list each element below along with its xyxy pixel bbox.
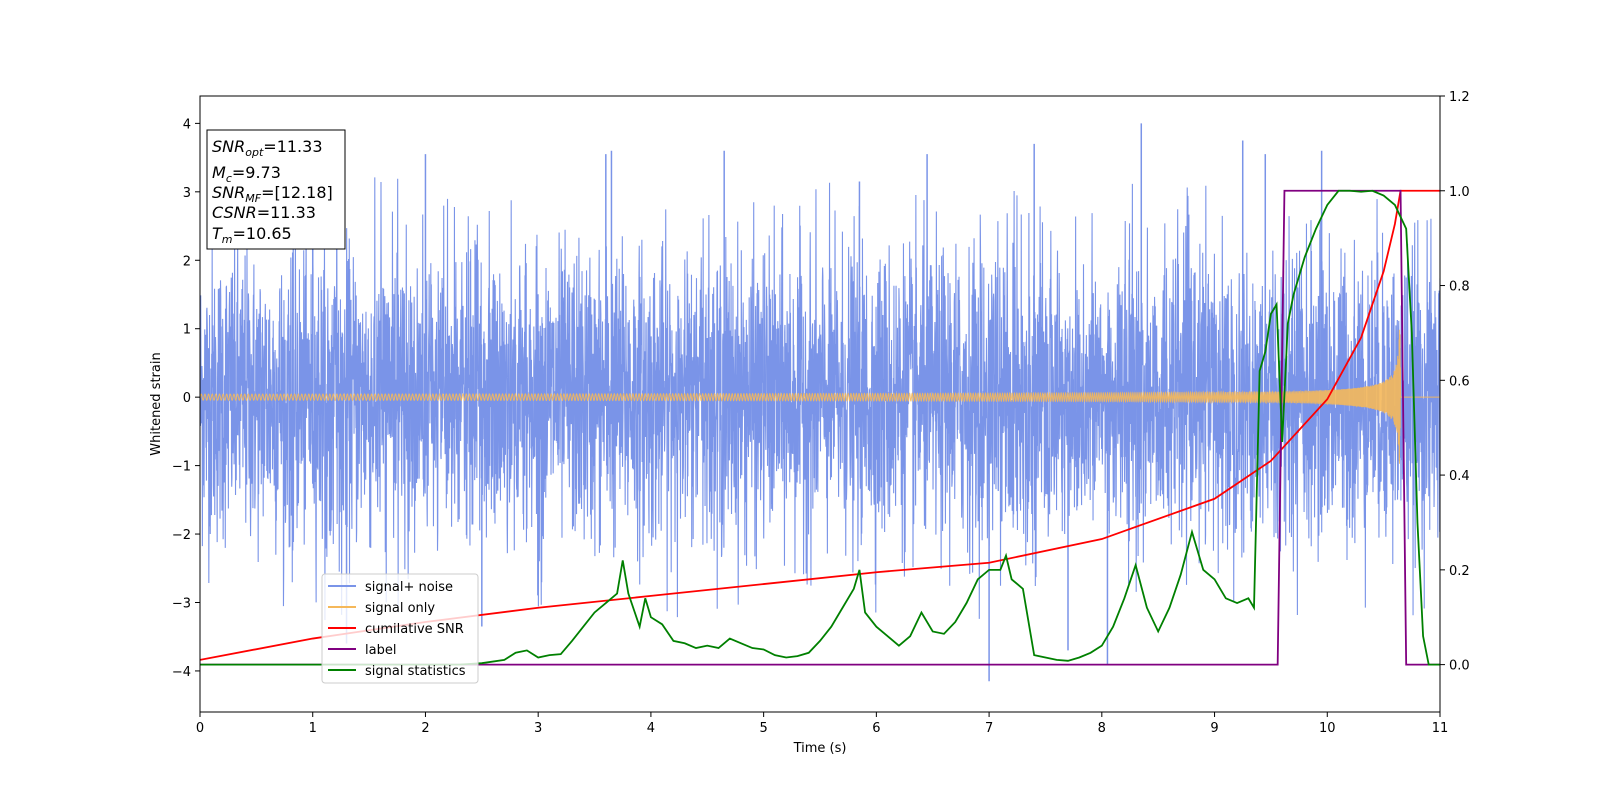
series-layer [200, 123, 1440, 682]
x-tick-label: 0 [196, 721, 204, 736]
legend-label: signal statistics [365, 664, 466, 679]
series-signal-only-line [200, 329, 1440, 464]
stat-symbol: CSNR [212, 203, 257, 222]
plot-border [199, 95, 1441, 713]
y-tick-label: 3 [183, 186, 191, 201]
legend-label: signal only [365, 601, 435, 616]
legend-label: signal+ noise [365, 580, 453, 595]
y2-tick-label: 0.6 [1449, 374, 1470, 389]
y-axis-title: Whitened strain [149, 352, 164, 455]
y-tick-label: 0 [183, 391, 191, 406]
y-axis-left: −4 −3 −2 −1 0 1 2 3 4 [172, 117, 200, 680]
stat-line: SNRMF=[12.18] [212, 183, 333, 205]
y-tick-label: −4 [172, 665, 191, 680]
x-tick-label: 1 [309, 721, 317, 736]
stats-box: SNRopt=11.33Mc=9.73SNRMF=[12.18]CSNR=11.… [206, 129, 346, 250]
y2-tick-label: 0.4 [1449, 469, 1470, 484]
legend-label: label [365, 643, 396, 658]
stat-subscript: m [222, 233, 233, 246]
legend-label: cumilative SNR [365, 622, 464, 637]
y-tick-label: −1 [172, 460, 191, 475]
y-tick-label: 1 [183, 323, 191, 338]
x-tick-label: 7 [985, 721, 993, 736]
x-tick-label: 2 [421, 721, 429, 736]
x-tick-label: 3 [534, 721, 542, 736]
stat-symbol: M [212, 163, 226, 182]
stat-value: =10.65 [233, 224, 292, 243]
y-tick-label: −2 [172, 528, 191, 543]
stat-value: =[12.18] [261, 183, 333, 202]
y-axis-right: 0.0 0.2 0.4 0.6 0.8 1.0 1.2 [1440, 90, 1470, 674]
stat-value: =11.33 [257, 203, 316, 222]
y-tick-label: 2 [183, 254, 191, 269]
y2-tick-label: 0.2 [1449, 564, 1470, 579]
x-tick-label: 5 [759, 721, 767, 736]
y2-tick-label: 0.8 [1449, 280, 1470, 295]
stat-subscript: opt [245, 146, 264, 159]
x-tick-label: 9 [1210, 721, 1218, 736]
stat-value: =11.33 [263, 137, 322, 156]
stat-line: Mc=9.73 [212, 163, 281, 185]
stats-box-frame [206, 129, 346, 250]
stat-symbol: SNR [212, 137, 245, 156]
stat-symbol: SNR [212, 183, 245, 202]
y-tick-label: −3 [172, 596, 191, 611]
x-axis: 0 1 2 3 4 5 6 7 8 9 10 11 [196, 712, 1448, 736]
x-tick-label: 4 [647, 721, 655, 736]
x-tick-label: 6 [872, 721, 880, 736]
stat-subscript: c [226, 172, 232, 185]
stat-line: CSNR=11.33 [212, 203, 316, 222]
series-signal-statistics-line [200, 189, 1440, 666]
stat-line: SNRopt=11.33 [212, 137, 323, 159]
stat-value: =9.73 [232, 163, 281, 182]
y2-tick-label: 1.2 [1449, 90, 1470, 105]
series-signal-noise-line [200, 173, 1440, 621]
y2-tick-label: 1.0 [1449, 185, 1470, 200]
x-tick-label: 11 [1432, 721, 1449, 736]
legend: signal+ noise signal only cumilative SNR la… [321, 573, 479, 684]
y2-tick-label: 0.0 [1449, 659, 1470, 674]
stat-subscript: MF [245, 192, 261, 205]
stat-symbol: T [212, 224, 223, 243]
stat-line: Tm=10.65 [212, 224, 292, 246]
y-tick-label: 4 [183, 117, 191, 132]
series-cumilative-snr-line [200, 189, 1440, 661]
x-axis-title: Time (s) [793, 741, 847, 756]
x-tick-label: 10 [1319, 721, 1336, 736]
x-tick-label: 8 [1098, 721, 1106, 736]
legend-frame [321, 573, 479, 684]
